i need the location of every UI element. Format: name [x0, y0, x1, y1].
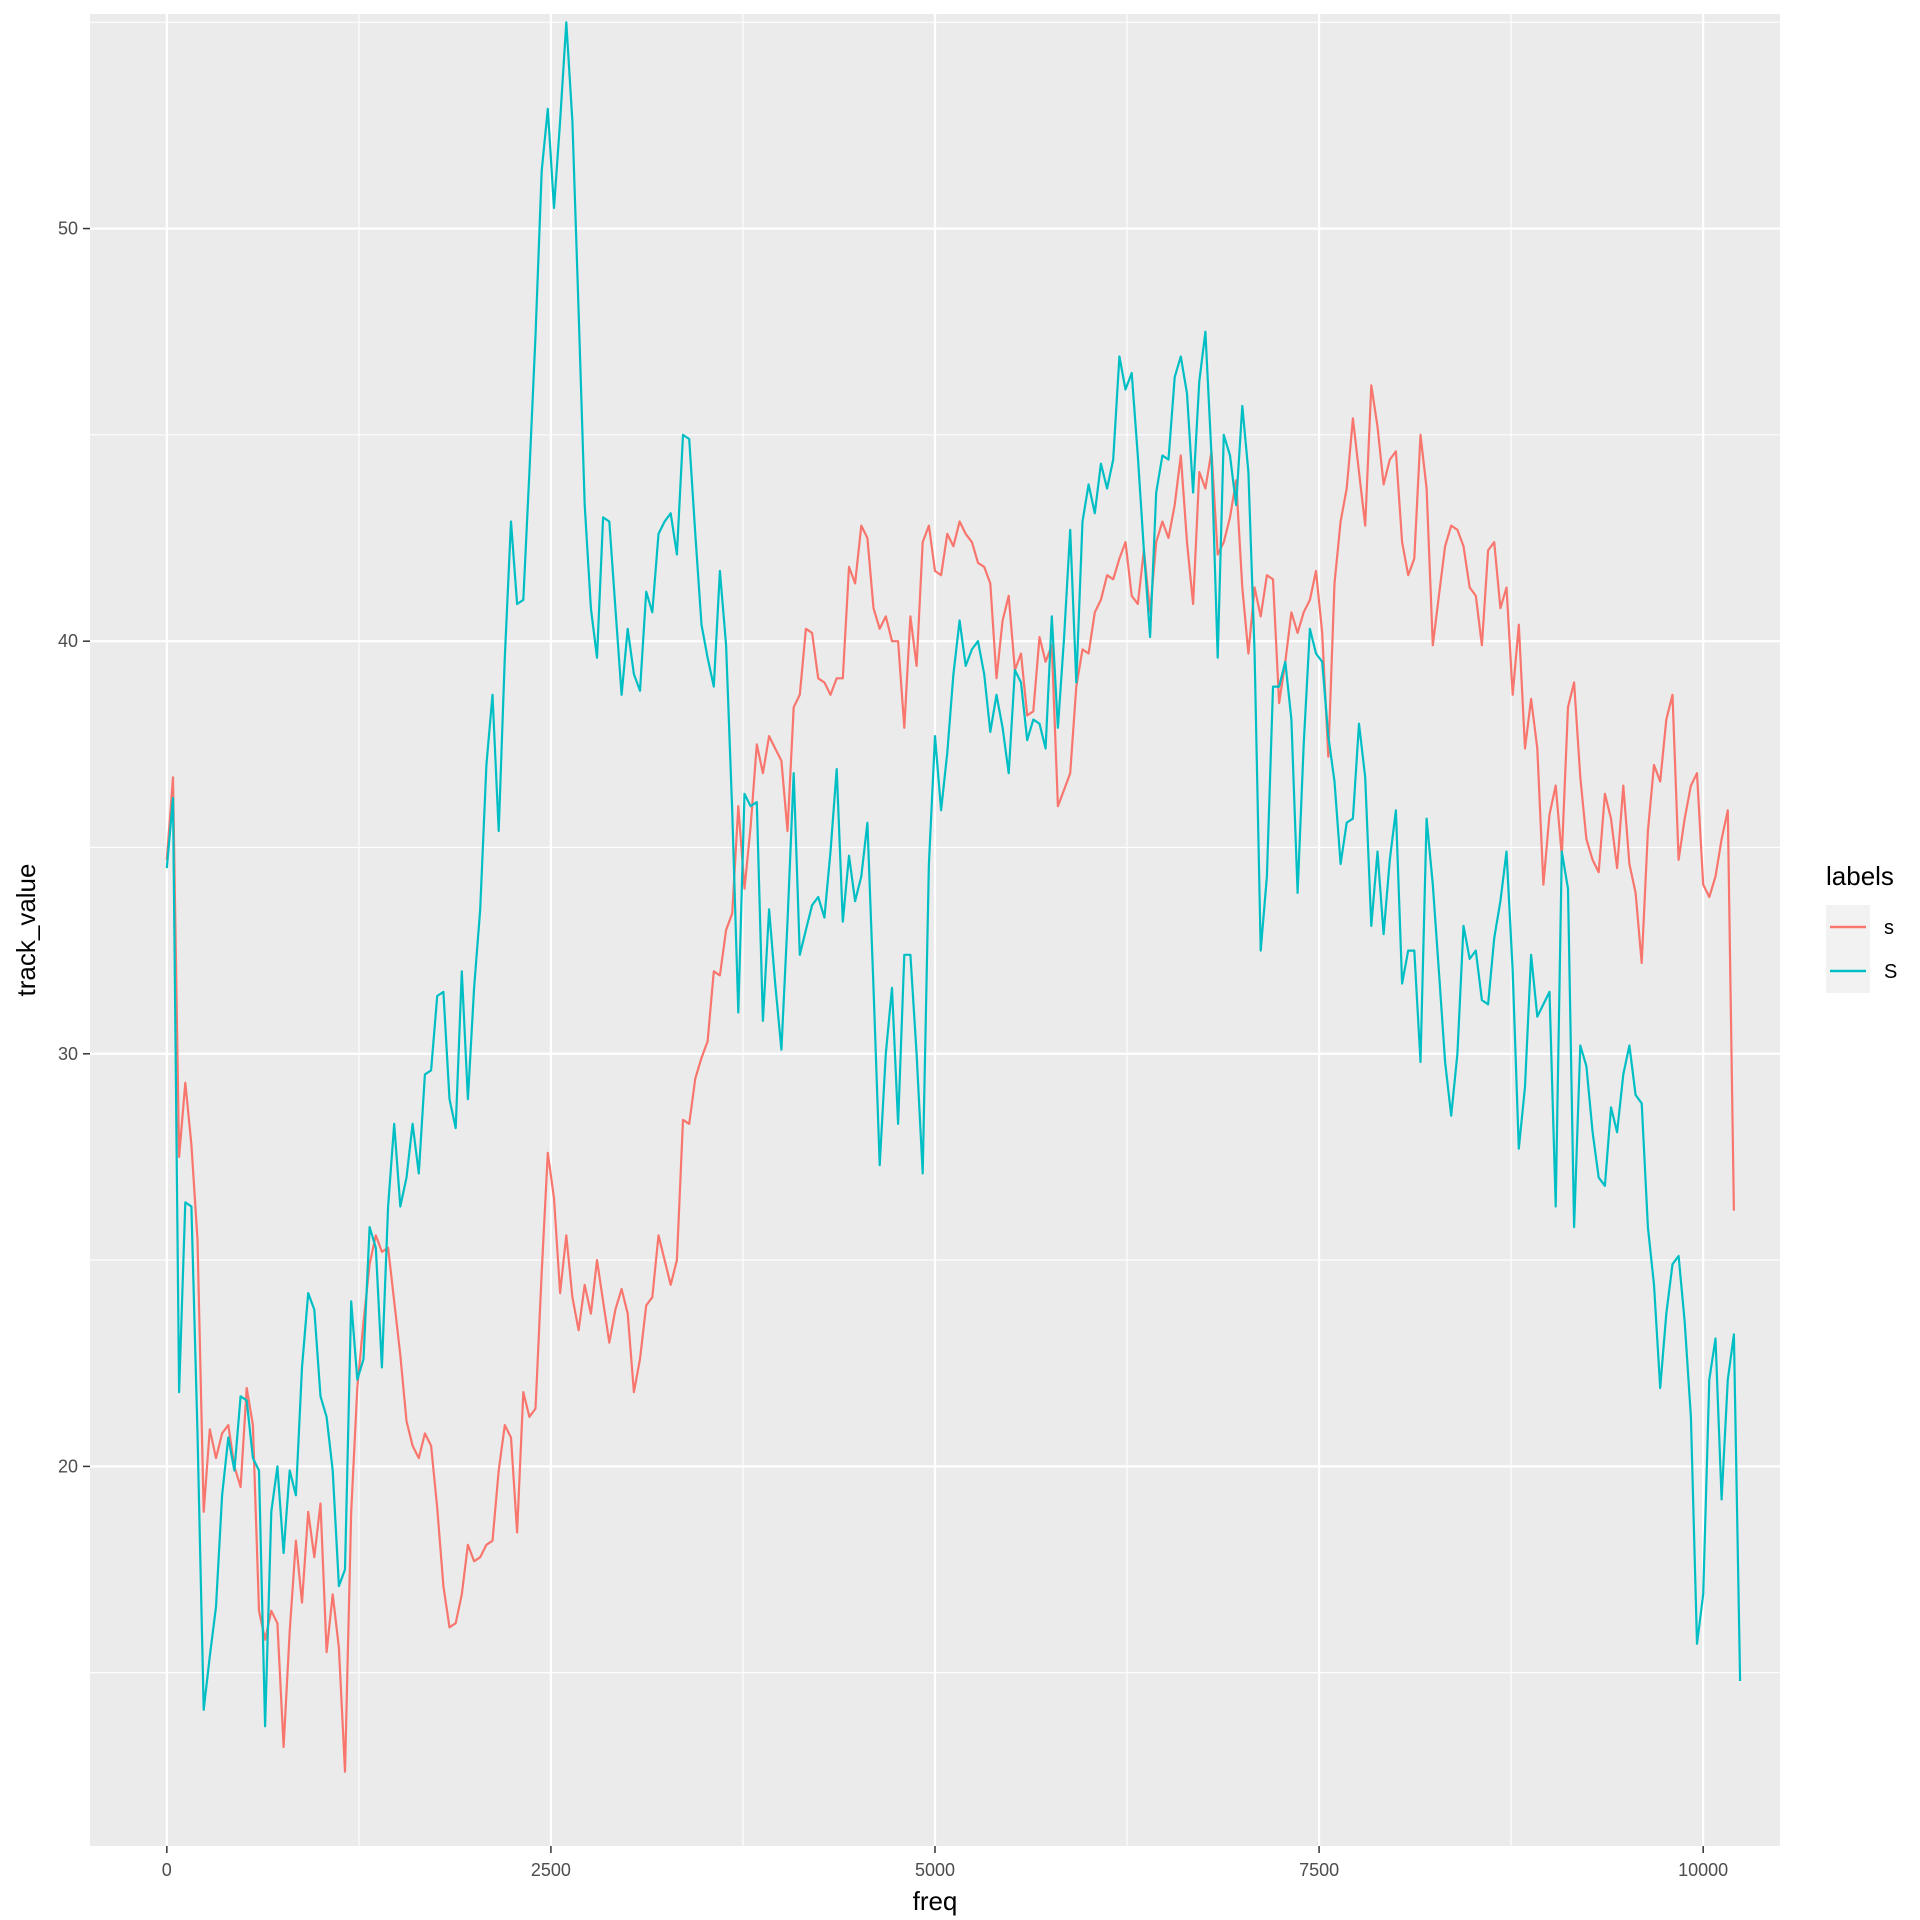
- x-axis-title: freq: [913, 1886, 958, 1916]
- major-grid: [90, 14, 1780, 1846]
- legend: labels sS: [1826, 861, 1897, 993]
- series-line-s: [165, 384, 1735, 1773]
- x-tick-label: 5000: [915, 1860, 955, 1880]
- y-axis-title: track_value: [11, 864, 41, 997]
- y-tick-label: 50: [58, 219, 78, 239]
- legend-label-S: S: [1884, 961, 1897, 983]
- x-tick-label: 7500: [1299, 1860, 1339, 1880]
- x-tick-label: 0: [162, 1860, 172, 1880]
- legend-label-s: s: [1884, 917, 1894, 939]
- y-tick-label: 20: [58, 1456, 78, 1476]
- x-tick-label: 10000: [1678, 1860, 1728, 1880]
- series-lines: [165, 21, 1742, 1773]
- legend-title: labels: [1826, 861, 1894, 891]
- y-axis: 20 30 40 50: [58, 219, 90, 1476]
- y-tick-label: 30: [58, 1044, 78, 1064]
- y-tick-label: 40: [58, 631, 78, 651]
- x-axis: 0 2500 5000 7500 10000: [162, 1846, 1728, 1880]
- x-tick-label: 2500: [531, 1860, 571, 1880]
- series-line-S: [165, 21, 1742, 1728]
